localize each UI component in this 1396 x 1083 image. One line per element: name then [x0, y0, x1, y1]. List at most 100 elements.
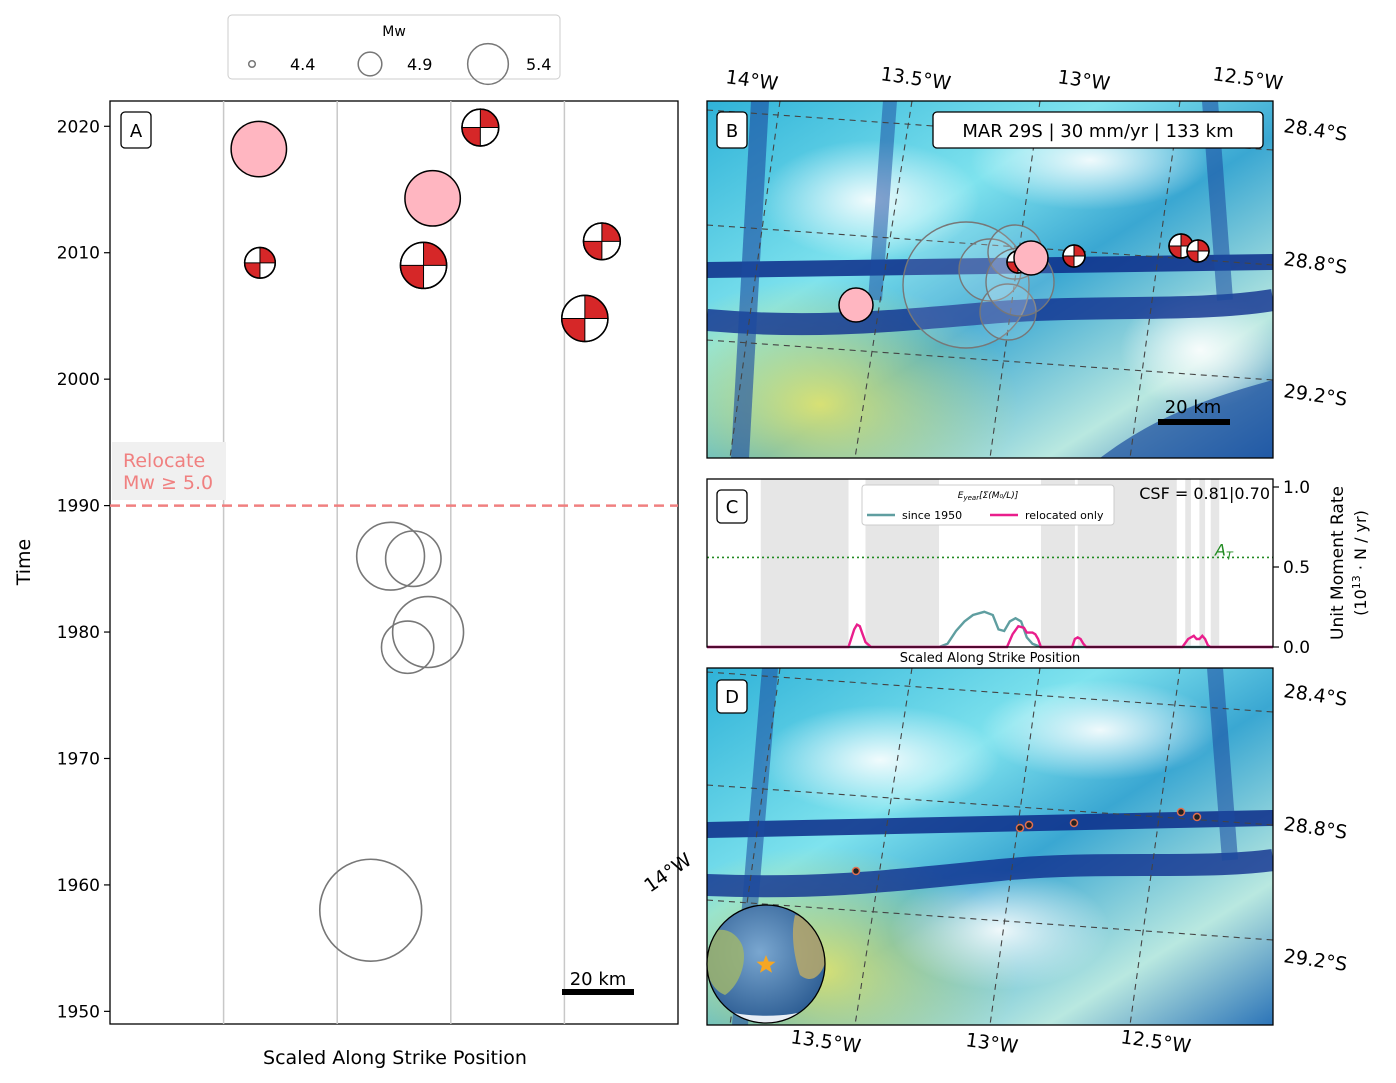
- size-legend-marker: [466, 42, 510, 86]
- globe-land-south-america: [707, 929, 744, 995]
- focal-mechanism-beachball: [399, 241, 448, 290]
- historic-event-marker: [318, 858, 423, 962]
- globe-land-antarctica: [720, 1008, 815, 1023]
- size-legend-frame: [227, 14, 561, 80]
- panel-a-y-tick-label: 1990: [57, 497, 100, 517]
- size-legend-title: Mw: [382, 24, 406, 40]
- panel-d-rift-valley-south: [707, 849, 1273, 898]
- panel-b-label-box: [716, 111, 748, 149]
- panel-a-ylabel: Time: [13, 539, 35, 587]
- panel-c-legend-title: Eyear[Σ(M₀/L)]: [958, 491, 1019, 502]
- panel-a-scale-label: 20 km: [570, 969, 627, 990]
- panel-a: 1950 1960 1970 1980 1990 2000 2010 2020 Relocat…: [13, 100, 679, 1069]
- panel-c-xlabel: Scaled Along Strike Position: [900, 651, 1081, 666]
- panel-d-lat-label-3: 29.2°S: [1282, 945, 1348, 976]
- panel-b-relocated-event: [1013, 240, 1049, 276]
- panel-b-ridge-high-3: [1120, 290, 1273, 410]
- panel-c-csf: CSF = 0.81|0.70: [1139, 484, 1270, 503]
- globe-outline: [706, 904, 826, 1024]
- panel-b-lat-label-2: 28.8°S: [1282, 248, 1348, 279]
- size-legend: Mw 4.4 4.9 5.4: [227, 14, 561, 86]
- focal-mechanism-beachball: [1062, 244, 1086, 268]
- panel-c-label-box: [716, 489, 748, 524]
- relocate-label-line2: Mw ≥ 5.0: [123, 472, 213, 494]
- panel-a-events: [230, 108, 622, 962]
- panel-b-rift-valley-south: [707, 289, 1273, 336]
- size-legend-label: 5.4: [526, 55, 551, 74]
- panel-a-y-ticks: 1950 1960 1970 1980 1990 2000 2010 2020: [57, 117, 110, 1022]
- focal-mechanism-beachball: [561, 294, 609, 343]
- panel-d-lat-label-1: 28.4°S: [1282, 680, 1348, 711]
- panel-b-ridge-high-1: [760, 140, 980, 260]
- panel-d-ridge-high-3: [890, 870, 1110, 990]
- panel-d-fracture-zone-2: [1207, 668, 1238, 861]
- panel-b-info-box: [932, 111, 1264, 149]
- panel-a-y-tick-label: 2000: [57, 370, 100, 390]
- panel-c-legend-frame: [861, 484, 1115, 526]
- panel-b-lat-label-1: 28.4°S: [1282, 115, 1348, 146]
- panel-b-relocated-event: [838, 287, 874, 323]
- panel-c-gray-band: [1185, 479, 1191, 647]
- panel-d-rift-valley-north: [707, 810, 1273, 838]
- panel-b-lon-label-4: 12.5°W: [1211, 63, 1284, 95]
- panel-c-legend-label-relocated-only: relocated only: [1025, 509, 1104, 522]
- panel-d-lat-label-2: 28.8°S: [1282, 813, 1348, 844]
- panel-d: D 14°W 13.5°W 13°W 12.5°W 28.4°S 28.8°S …: [640, 667, 1349, 1058]
- panel-a-relocate-threshold: Relocate Mw ≥ 5.0: [110, 442, 678, 507]
- panel-d-ridge-high-2: [980, 680, 1220, 780]
- historic-event-marker: [384, 530, 442, 588]
- panel-b-fracture-zone-1: [731, 101, 769, 458]
- panel-a-y-tick-label: 1980: [57, 623, 100, 643]
- panel-a-segment-lines: [222, 101, 566, 1024]
- focal-mechanism-beachball: [243, 246, 277, 279]
- panel-c-y-tick-label: 1.0: [1283, 478, 1310, 498]
- panel-c-legend: Eyear[Σ(M₀/L)] since 1950 relocated only: [861, 484, 1115, 526]
- relocated-event-marker: [230, 120, 288, 178]
- focal-mechanism-beachball: [461, 108, 500, 147]
- panel-a-y-tick-label: 1960: [57, 876, 100, 896]
- panel-b-label: B: [726, 121, 738, 142]
- panel-b-lat-label-3: 29.2°S: [1282, 380, 1348, 411]
- panel-b-scale-bar: [1158, 419, 1230, 425]
- panel-a-y-tick-label: 2020: [57, 117, 100, 137]
- panel-b-historic-event: [902, 221, 1030, 349]
- panel-c-y-tick-label: 0.5: [1283, 558, 1310, 578]
- panel-b-lon-label-3: 13°W: [1056, 66, 1111, 95]
- panel-c-gray-band: [760, 479, 849, 647]
- panel-d-ridge-high-1: [760, 705, 1000, 815]
- panel-b-info-text: MAR 29S | 30 mm/yr | 133 km: [962, 121, 1233, 142]
- focal-mechanism-beachball: [1186, 239, 1210, 263]
- panel-a-scale-bar: [562, 989, 634, 995]
- panel-b-fracture-zone-2: [868, 101, 897, 301]
- panel-b-scale-label: 20 km: [1165, 397, 1222, 418]
- panel-c-y-ticks: 0.0 0.5 1.0: [1273, 478, 1310, 658]
- panel-c-ylabel-line2: (1013 · N / yr): [1350, 510, 1370, 616]
- panel-d-lon-label-3: 13°W: [964, 1029, 1019, 1058]
- panel-a-xlabel: Scaled Along Strike Position: [263, 1047, 527, 1069]
- panel-d-lon-label-4: 12.5°W: [1119, 1026, 1192, 1058]
- relocate-label-line1: Relocate: [123, 450, 205, 472]
- panel-a-y-tick-label: 2010: [57, 244, 100, 264]
- panel-d-event: [1024, 820, 1034, 830]
- size-legend-label: 4.9: [407, 55, 432, 74]
- panel-a-label: A: [130, 121, 143, 142]
- panel-a-label-box: [120, 111, 152, 149]
- globe-location-star-icon: [756, 955, 776, 973]
- panel-a-frame: [109, 100, 679, 1025]
- panel-d-event: [851, 866, 861, 876]
- relocated-event-marker: [404, 169, 462, 227]
- panel-d-event: [1015, 823, 1025, 833]
- panel-c-gray-band: [1210, 479, 1220, 647]
- panel-d-event: [1192, 812, 1202, 822]
- relocate-label-box: [112, 442, 226, 500]
- panel-c: AT Eyear[Σ(M₀/L)] since 1950 relocated o…: [706, 478, 1370, 666]
- panel-c-legend-label-since-1950: since 1950: [902, 509, 962, 522]
- panel-a-y-tick-label: 1950: [57, 1002, 100, 1022]
- panel-b-lon-label-2: 13.5°W: [879, 63, 952, 95]
- historic-event-marker: [355, 521, 426, 591]
- panel-d-event: [1176, 807, 1186, 817]
- panel-b-frame: [706, 100, 1274, 459]
- panel-b-map: [707, 101, 1273, 458]
- panel-d-event: [1069, 818, 1079, 828]
